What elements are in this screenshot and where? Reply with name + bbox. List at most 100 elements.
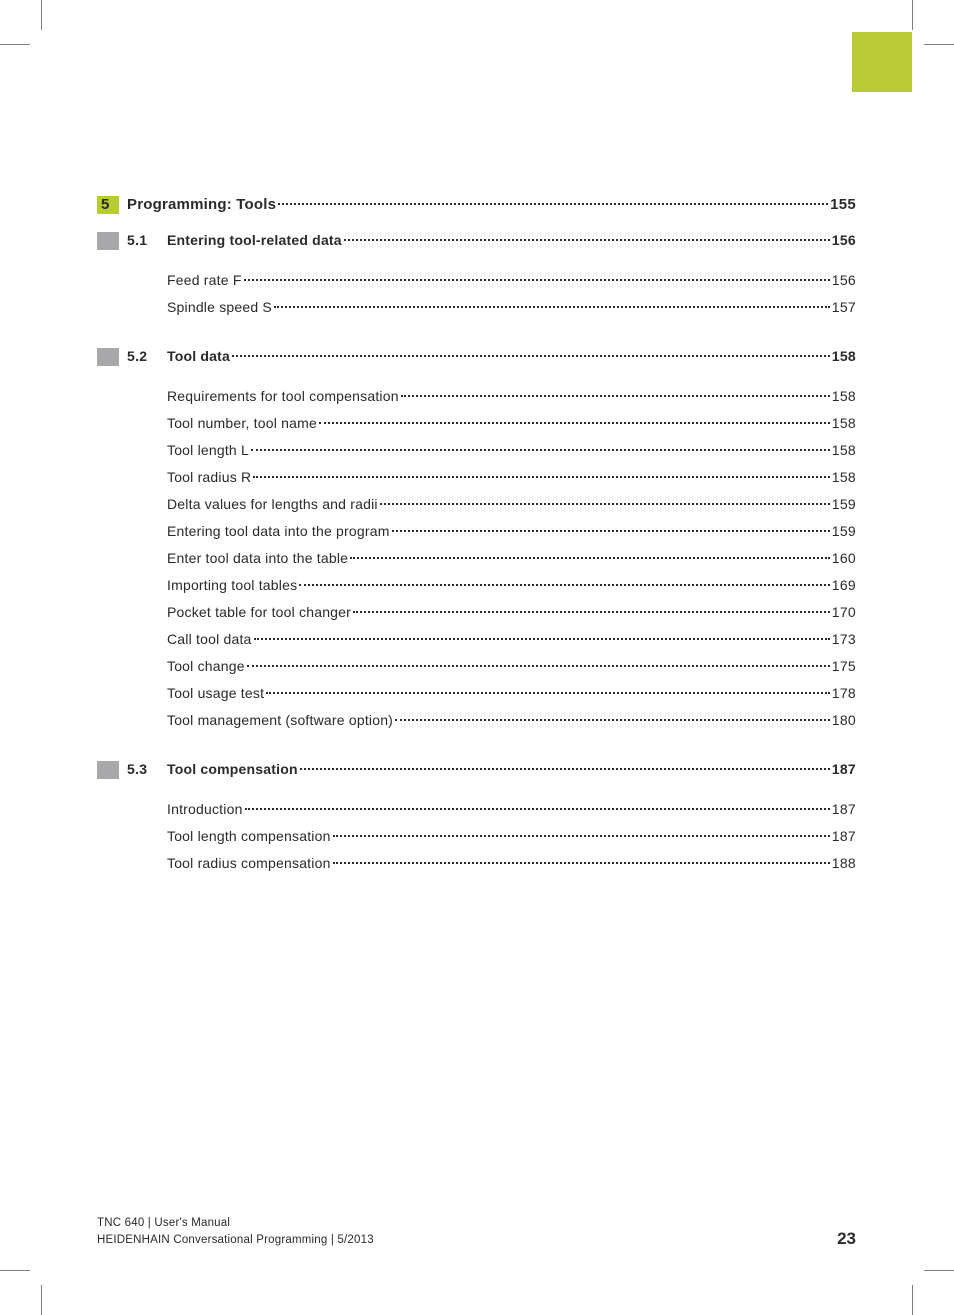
toc-items-block: Requirements for tool compensation158 Too… xyxy=(97,376,856,743)
section-title: Tool data xyxy=(167,348,230,364)
toc-item-row: Tool management (software option) 180 xyxy=(97,712,856,728)
item-line: Tool radius compensation188 xyxy=(167,855,856,871)
footer-text: TNC 640 | User's Manual HEIDENHAIN Conve… xyxy=(97,1215,374,1250)
section-line: Tool data 158 xyxy=(167,348,856,364)
item-page: 180 xyxy=(832,712,856,728)
toc-item-row: Introduction187 xyxy=(97,801,856,817)
item-title: Entering tool data into the program xyxy=(167,523,390,539)
item-line: Tool number, tool name 158 xyxy=(167,415,856,431)
item-page: 175 xyxy=(832,658,856,674)
toc-leader-dots xyxy=(274,306,830,308)
item-page: 170 xyxy=(832,604,856,620)
toc-item-row: Tool number, tool name 158 xyxy=(97,415,856,431)
crop-mark xyxy=(924,1270,954,1271)
toc-leader-dots xyxy=(278,203,828,205)
chapter-title: Programming: Tools xyxy=(127,196,276,213)
footer-line-2: HEIDENHAIN Conversational Programming | … xyxy=(97,1232,374,1249)
item-title: Pocket table for tool changer xyxy=(167,604,351,620)
item-page: 159 xyxy=(832,496,856,512)
item-line: Introduction187 xyxy=(167,801,856,817)
item-title: Tool radius R xyxy=(167,469,251,485)
section-marker xyxy=(97,232,119,250)
item-line: Entering tool data into the program 159 xyxy=(167,523,856,539)
toc-section-row: 5.3Tool compensation187 xyxy=(97,761,856,779)
toc-leader-dots xyxy=(253,476,829,478)
section-title: Tool compensation xyxy=(167,761,298,777)
item-line: Enter tool data into the table 160 xyxy=(167,550,856,566)
toc-leader-dots xyxy=(353,611,830,613)
section-page: 158 xyxy=(832,348,856,364)
toc-leader-dots xyxy=(350,557,830,559)
item-page: 178 xyxy=(832,685,856,701)
item-line: Requirements for tool compensation158 xyxy=(167,388,856,404)
item-page: 158 xyxy=(832,415,856,431)
toc-leader-dots xyxy=(299,584,829,586)
item-page: 159 xyxy=(832,523,856,539)
toc-item-row: Pocket table for tool changer 170 xyxy=(97,604,856,620)
item-line: Tool length compensation 187 xyxy=(167,828,856,844)
item-line: Tool change 175 xyxy=(167,658,856,674)
item-page: 173 xyxy=(832,631,856,647)
toc-leader-dots xyxy=(266,692,830,694)
section-line: Tool compensation 187 xyxy=(167,761,856,777)
crop-mark xyxy=(912,0,913,30)
toc-item-row: Importing tool tables169 xyxy=(97,577,856,593)
tab-marker-block xyxy=(852,32,912,92)
section-title: Entering tool-related data xyxy=(167,232,342,248)
item-line: Feed rate F156 xyxy=(167,272,856,288)
page-footer: TNC 640 | User's Manual HEIDENHAIN Conve… xyxy=(97,1215,856,1250)
toc-item-row: Delta values for lengths and radii 159 xyxy=(97,496,856,512)
section-line: Entering tool-related data 156 xyxy=(167,232,856,248)
item-title: Enter tool data into the table xyxy=(167,550,348,566)
chapter-page: 155 xyxy=(830,196,856,213)
toc-leader-dots xyxy=(319,422,830,424)
page-number: 23 xyxy=(837,1229,856,1249)
item-title: Tool number, tool name xyxy=(167,415,317,431)
toc-item-row: Tool radius R 158 xyxy=(97,469,856,485)
section-number: 5.2 xyxy=(127,348,167,364)
item-page: 187 xyxy=(832,801,856,817)
toc-chapter-row: 5 Programming: Tools 155 xyxy=(97,196,856,214)
item-page: 158 xyxy=(832,469,856,485)
item-title: Tool usage test xyxy=(167,685,264,701)
item-title: Tool length L xyxy=(167,442,249,458)
item-line: Tool length L 158 xyxy=(167,442,856,458)
toc-leader-dots xyxy=(333,862,830,864)
item-line: Tool radius R 158 xyxy=(167,469,856,485)
item-title: Tool radius compensation xyxy=(167,855,331,871)
crop-mark xyxy=(0,1270,30,1271)
chapter-number: 5 xyxy=(101,196,109,213)
item-line: Importing tool tables169 xyxy=(167,577,856,593)
section-page: 156 xyxy=(832,232,856,248)
section-page: 187 xyxy=(832,761,856,777)
item-page: 158 xyxy=(832,442,856,458)
item-line: Tool usage test 178 xyxy=(167,685,856,701)
item-line: Pocket table for tool changer 170 xyxy=(167,604,856,620)
item-page: 160 xyxy=(832,550,856,566)
toc-leader-dots xyxy=(245,808,830,810)
item-title: Tool management (software option) xyxy=(167,712,393,728)
crop-mark xyxy=(912,1285,913,1315)
item-line: Delta values for lengths and radii 159 xyxy=(167,496,856,512)
toc-section-row: 5.2Tool data 158 xyxy=(97,348,856,366)
item-page: 157 xyxy=(832,299,856,315)
item-title: Tool change xyxy=(167,658,245,674)
crop-mark xyxy=(41,1285,42,1315)
toc-leader-dots xyxy=(244,279,830,281)
toc-leader-dots xyxy=(380,503,830,505)
crop-mark xyxy=(924,44,954,45)
item-title: Delta values for lengths and radii xyxy=(167,496,378,512)
toc-item-row: Tool radius compensation188 xyxy=(97,855,856,871)
item-title: Feed rate F xyxy=(167,272,242,288)
toc-section-row: 5.1Entering tool-related data156 xyxy=(97,232,856,250)
item-title: Tool length compensation xyxy=(167,828,331,844)
toc-leader-dots xyxy=(333,835,830,837)
toc-items-block: Feed rate F156 Spindle speed S 157 xyxy=(97,260,856,330)
item-page: 187 xyxy=(832,828,856,844)
item-line: Spindle speed S 157 xyxy=(167,299,856,315)
document-page: 5 Programming: Tools 155 5.1Entering too… xyxy=(0,0,954,1315)
footer-line-1: TNC 640 | User's Manual xyxy=(97,1215,374,1232)
item-line: Call tool data173 xyxy=(167,631,856,647)
item-title: Spindle speed S xyxy=(167,299,272,315)
toc-leader-dots xyxy=(344,239,830,241)
